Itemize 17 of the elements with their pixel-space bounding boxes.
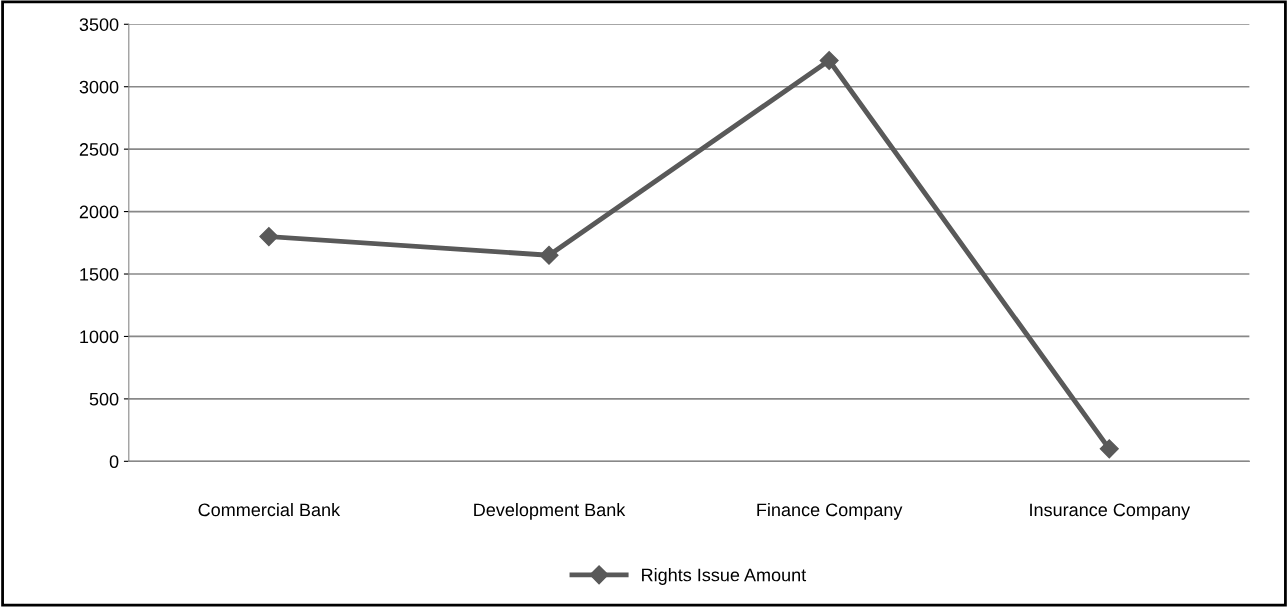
x-tick-label: Insurance Company bbox=[1030, 503, 1191, 520]
y-tick-label: 2000 bbox=[79, 205, 119, 219]
y-tick-label: 0 bbox=[109, 455, 119, 469]
y-tick-label: 3000 bbox=[79, 80, 119, 94]
y-tick-label: 500 bbox=[89, 392, 119, 406]
point bbox=[819, 50, 839, 71]
legend-label: Rights Issue Amount bbox=[642, 568, 807, 585]
y-tick-label: 2500 bbox=[79, 143, 119, 156]
y-tick-label: 1500 bbox=[80, 267, 119, 281]
point bbox=[539, 245, 559, 265]
point bbox=[259, 227, 279, 247]
x-tick-label: Development Bank bbox=[474, 502, 626, 520]
y-tick-label: 1000 bbox=[80, 330, 119, 344]
x-tick-label: Commercial Bank bbox=[198, 502, 341, 517]
y-tick-label: 3500 bbox=[79, 18, 119, 31]
point bbox=[1099, 439, 1119, 459]
x-tick-label: Finance Company bbox=[757, 502, 903, 520]
